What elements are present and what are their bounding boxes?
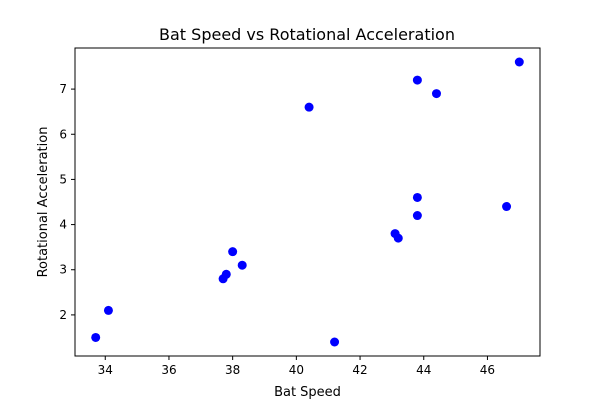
x-tick-label: 38	[225, 363, 240, 377]
data-point	[412, 75, 422, 85]
y-tick-label: 4	[59, 218, 67, 232]
y-tick-label: 2	[59, 308, 67, 322]
x-tick-label: 34	[98, 363, 113, 377]
data-point	[502, 202, 512, 212]
data-point	[514, 57, 524, 67]
y-tick-label: 3	[59, 263, 67, 277]
data-points	[91, 57, 524, 347]
data-point	[330, 337, 340, 347]
data-point	[228, 247, 238, 257]
y-tick-label: 7	[59, 82, 67, 96]
x-tick-label: 42	[352, 363, 367, 377]
data-point	[221, 269, 231, 279]
plot-frame	[74, 47, 541, 357]
y-axis-label: Rotational Acceleration	[36, 127, 51, 278]
x-tick-label: 40	[289, 363, 304, 377]
y-tick-label: 5	[59, 172, 67, 186]
data-point	[103, 305, 113, 315]
data-point	[431, 89, 441, 99]
data-point	[412, 192, 422, 202]
chart-title: Bat Speed vs Rotational Acceleration	[159, 25, 455, 44]
data-point	[237, 260, 247, 270]
x-axis-label: Bat Speed	[274, 385, 341, 400]
data-point	[304, 102, 314, 112]
x-tick-label: 46	[480, 363, 495, 377]
y-tick-label: 6	[59, 127, 67, 141]
x-tick-label: 44	[416, 363, 431, 377]
data-point	[393, 233, 403, 243]
x-tick-label: 36	[161, 363, 176, 377]
data-point	[412, 211, 422, 221]
data-point	[91, 332, 101, 342]
